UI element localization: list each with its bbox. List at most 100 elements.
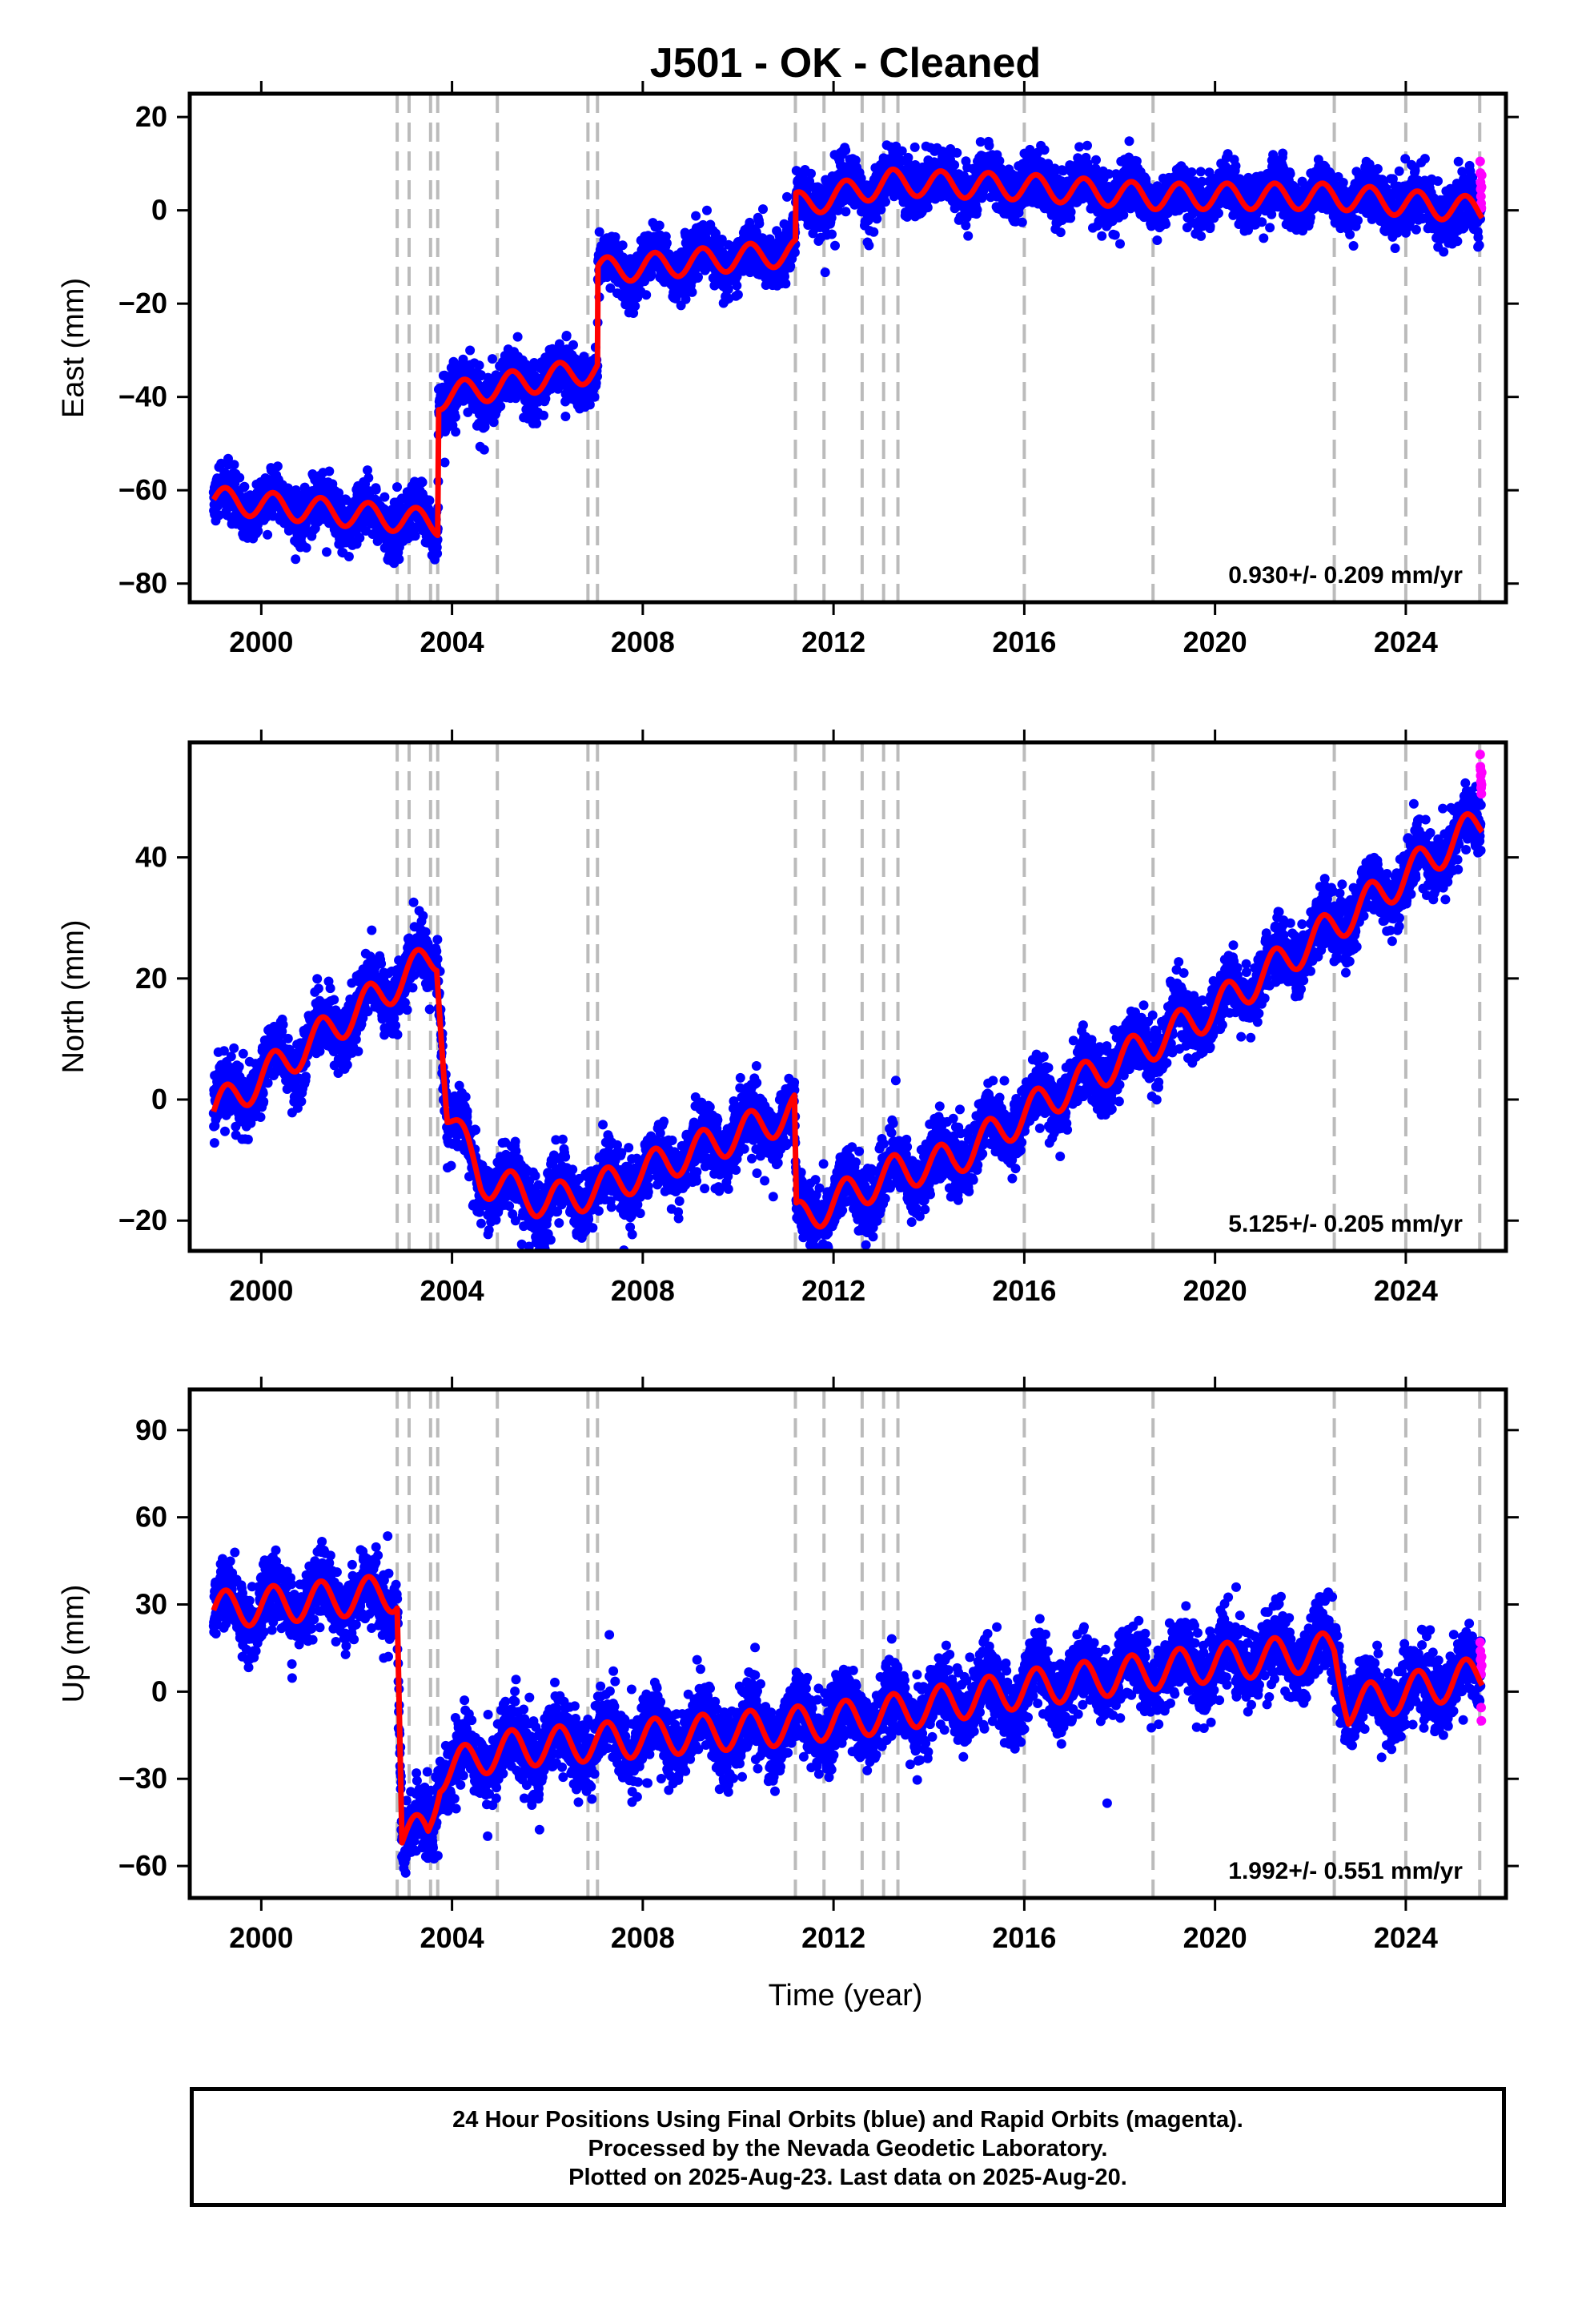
- east-point-4601: [1196, 231, 1207, 241]
- east-point-3237: [903, 152, 913, 163]
- east-point-4763: [1231, 161, 1241, 171]
- east-point-855: [392, 482, 402, 493]
- east-point-2784: [806, 168, 816, 179]
- east-point-4201: [1110, 230, 1120, 240]
- east-point-1906: [617, 240, 628, 251]
- east-point-3872: [1039, 145, 1050, 155]
- east-point-3054: [864, 240, 874, 251]
- east-point-1538: [539, 410, 548, 420]
- east-point-797: [379, 492, 390, 502]
- east-point-1337: [496, 401, 506, 412]
- east-point-631: [343, 552, 354, 561]
- east-point-1676: [568, 340, 578, 350]
- east-point-1127: [450, 412, 460, 422]
- east-point-3995: [1066, 207, 1076, 217]
- chart-title: J501 - OK - Cleaned: [650, 40, 1041, 86]
- east-point-2543: [754, 219, 765, 229]
- east-point-681: [355, 533, 365, 543]
- east-point-1042: [432, 549, 443, 559]
- east-point-3947: [1055, 227, 1066, 238]
- east-point-1645: [561, 331, 572, 340]
- east-point-1299: [488, 354, 497, 364]
- east-point-3464: [952, 147, 962, 158]
- east-point-1261: [479, 444, 489, 455]
- east-point-1505: [532, 418, 542, 428]
- east-point-1798: [594, 227, 604, 237]
- east-point-3268: [909, 142, 920, 152]
- east-point-1264: [480, 422, 490, 432]
- east-point-2946: [841, 207, 851, 217]
- east-point-1044: [432, 534, 443, 545]
- east-point-722: [363, 472, 374, 483]
- east-point-4267: [1124, 136, 1134, 147]
- east-point-382: [291, 554, 301, 565]
- east-point-4644: [1205, 221, 1215, 231]
- east-point-3768: [1017, 217, 1027, 227]
- east-point-757: [371, 485, 381, 495]
- east-point-1305: [488, 417, 499, 428]
- east-point-2078: [654, 220, 665, 231]
- east-point-2112: [661, 238, 672, 248]
- east-point-432: [301, 543, 311, 553]
- east-point-2444: [733, 290, 743, 300]
- east-point-4397: [1152, 235, 1162, 245]
- east-point-207: [253, 526, 263, 537]
- east-point-2666: [781, 279, 791, 289]
- east-point-3131: [881, 197, 890, 207]
- east-point-2247: [691, 211, 701, 221]
- east-point-1964: [630, 301, 640, 312]
- east-point-2945: [841, 145, 851, 155]
- east-point-3614: [984, 140, 994, 151]
- east-point-583: [334, 488, 344, 498]
- east-point-251: [263, 529, 273, 540]
- east-point-1077: [440, 457, 450, 468]
- east-final-orbit-points: [208, 136, 1486, 569]
- east-point-2258: [693, 272, 703, 282]
- east-point-4893: [1259, 233, 1269, 243]
- east-point-2672: [782, 191, 792, 202]
- east-point-864: [394, 554, 404, 565]
- east-point-3091: [872, 214, 882, 224]
- east-point-3076: [869, 227, 879, 237]
- east-point-2438: [732, 280, 742, 291]
- east-point-3328: [922, 203, 933, 213]
- east-point-3452: [950, 160, 960, 170]
- east-point-277: [268, 511, 278, 521]
- east-point-1238: [474, 360, 484, 371]
- east-point-940: [410, 531, 420, 541]
- east-point-2230: [687, 287, 697, 297]
- east-point-96: [229, 460, 239, 470]
- east-point-4558: [1186, 167, 1197, 177]
- east-point-299: [272, 461, 283, 472]
- east-point-527: [322, 547, 331, 557]
- east-point-2850: [820, 267, 830, 278]
- east-point-425: [299, 482, 310, 493]
- east-point-2896: [830, 240, 840, 251]
- east-point-144: [239, 481, 250, 492]
- east-point-2399: [723, 284, 733, 295]
- east-point-2881: [827, 229, 837, 239]
- east-point-1006: [424, 496, 435, 505]
- east-point-35: [216, 458, 227, 468]
- east-point-973: [417, 477, 428, 488]
- east-point-4922: [1265, 223, 1275, 233]
- east-point-1872: [610, 232, 620, 242]
- east-point-121: [235, 472, 245, 483]
- east-point-2560: [758, 204, 768, 215]
- east-point-4600: [1195, 167, 1206, 177]
- east-point-4683: [1214, 208, 1223, 219]
- east-point-26: [214, 510, 224, 521]
- east-point-717: [363, 465, 372, 476]
- east-point-3516: [963, 231, 974, 241]
- east-point-4112: [1091, 155, 1101, 165]
- east-point-1775: [589, 392, 600, 402]
- x-axis-label: Time (year): [769, 1979, 923, 2012]
- east-point-539: [324, 466, 335, 476]
- east-point-1128: [451, 427, 461, 437]
- east-point-4885: [1257, 217, 1267, 227]
- east-point-4437: [1161, 219, 1171, 229]
- east-point-3558: [972, 205, 982, 215]
- east-point-1640: [560, 412, 571, 421]
